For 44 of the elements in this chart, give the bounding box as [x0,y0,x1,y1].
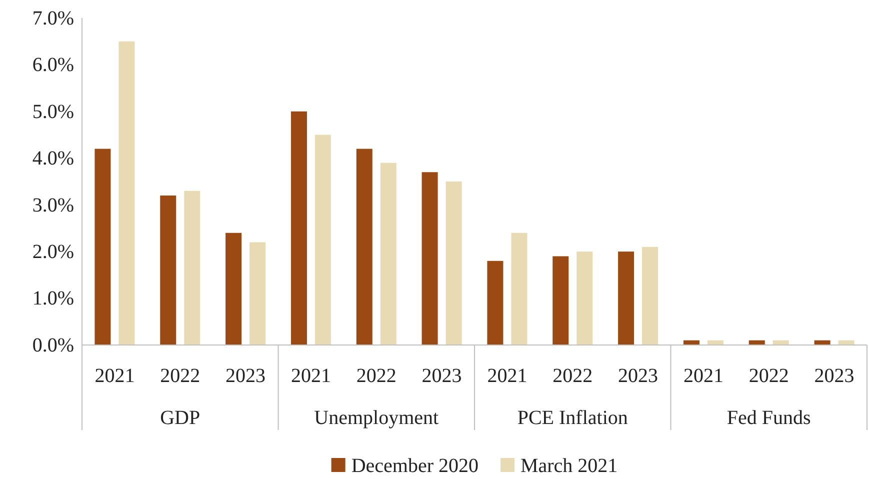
bar [487,260,504,345]
y-tick-label: 6.0% [32,54,74,76]
bar [290,111,307,345]
text: GDP [160,407,200,429]
bar [446,182,462,345]
text: PCE Inflation [517,407,628,429]
x-tick-label: 2023 [422,365,462,387]
x-tick-label: 2021 [683,365,724,387]
y-tick-label: 7.0% [32,7,74,30]
bar [184,190,200,345]
bar [642,246,658,345]
bar [314,134,331,345]
bar [356,148,372,345]
bar [618,252,634,345]
bar [160,196,176,345]
x-tick-label: 2021 [94,365,135,387]
bar [380,162,396,345]
bar [511,232,528,345]
x-tick-label: 2023 [226,365,266,387]
y-tick-label: 4.0% [32,148,74,170]
legend-label: December 2020 [351,455,478,477]
bar [226,232,242,345]
x-tick-label: 2023 [814,365,854,387]
x-tick-label: 2022 [160,365,200,387]
y-tick-label: 0.0% [32,334,74,356]
legend-label: March 2021 [520,455,618,477]
y-tick-label: 2.0% [32,240,74,263]
x-tick-label: 2022 [552,365,593,387]
x-tick-label: 2021 [290,365,331,387]
bar [576,252,593,345]
x-tick-label: 2023 [618,365,658,387]
bar [250,242,266,345]
y-tick-label: 5.0% [32,100,74,123]
x-tick-label: 2022 [356,365,396,387]
bar [552,256,569,345]
y-tick-label: 3.0% [32,194,74,216]
x-tick-label: 2022 [748,365,789,387]
x-tick-label: 2021 [487,365,528,387]
y-tick-label: 1.0% [32,288,74,310]
bar [422,172,438,345]
bar [118,41,135,345]
text: Unemployment [314,407,440,429]
bar [94,148,111,345]
text: Fed Funds [726,407,812,429]
